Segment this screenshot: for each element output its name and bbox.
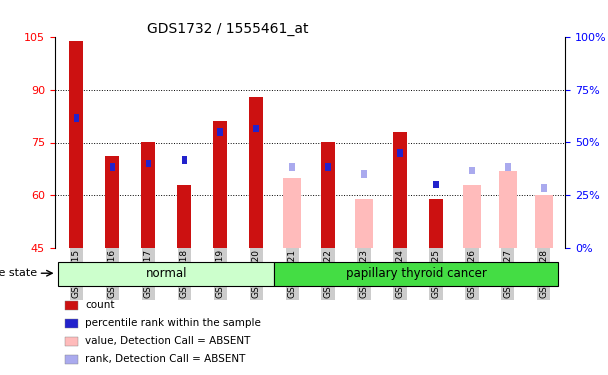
Bar: [249, 97, 263, 248]
Bar: [141, 142, 156, 248]
Bar: [145, 160, 151, 167]
Text: value, Detection Call = ABSENT: value, Detection Call = ABSENT: [85, 336, 250, 346]
Bar: [535, 195, 553, 248]
Text: count: count: [85, 300, 115, 310]
Bar: [429, 198, 443, 248]
Bar: [283, 177, 301, 248]
Bar: [321, 142, 335, 248]
Bar: [109, 163, 115, 171]
Bar: [65, 355, 78, 364]
Bar: [182, 156, 187, 164]
Text: percentile rank within the sample: percentile rank within the sample: [85, 318, 261, 328]
FancyBboxPatch shape: [274, 262, 558, 286]
Text: rank, Detection Call = ABSENT: rank, Detection Call = ABSENT: [85, 354, 246, 364]
Bar: [105, 156, 119, 248]
Bar: [65, 301, 78, 310]
Bar: [469, 166, 475, 174]
Bar: [218, 128, 223, 136]
Bar: [65, 319, 78, 328]
Bar: [177, 184, 192, 248]
Bar: [254, 124, 259, 132]
Bar: [213, 122, 227, 248]
Bar: [463, 184, 481, 248]
Bar: [65, 337, 78, 346]
Bar: [393, 132, 407, 248]
Bar: [325, 163, 331, 171]
Bar: [289, 163, 295, 171]
Bar: [74, 114, 79, 122]
Text: GDS1732 / 1555461_at: GDS1732 / 1555461_at: [147, 22, 308, 36]
Text: papillary thyroid cancer: papillary thyroid cancer: [346, 267, 486, 280]
Bar: [397, 149, 402, 157]
Text: disease state: disease state: [0, 268, 38, 278]
Bar: [355, 198, 373, 248]
Bar: [434, 181, 438, 188]
FancyBboxPatch shape: [58, 262, 274, 286]
Bar: [69, 41, 83, 248]
Bar: [499, 171, 517, 248]
Bar: [541, 184, 547, 192]
Text: normal: normal: [145, 267, 187, 280]
Bar: [505, 163, 511, 171]
Bar: [361, 170, 367, 178]
